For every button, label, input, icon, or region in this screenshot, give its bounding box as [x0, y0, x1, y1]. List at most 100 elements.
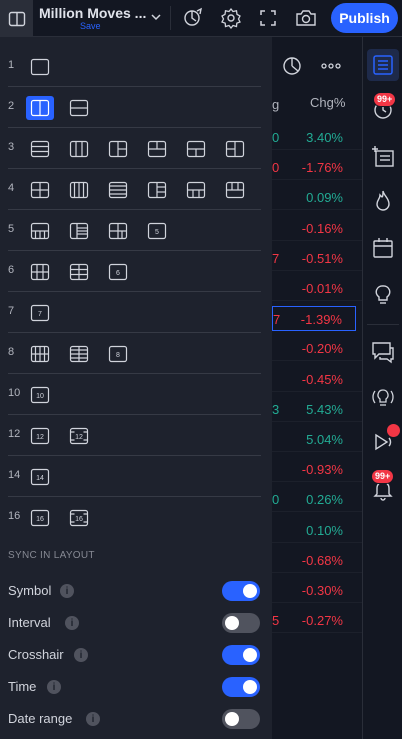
layout-12-b-icon[interactable]: 12	[65, 424, 93, 448]
price-edge: 0	[272, 160, 280, 176]
layout-row-divider	[8, 291, 261, 292]
svg-text:16: 16	[36, 516, 44, 523]
chats-tab[interactable]	[369, 338, 397, 366]
layout-3-rows-icon[interactable]	[26, 137, 54, 161]
info-icon[interactable]: i	[65, 616, 79, 630]
layout-8-numbered-icon[interactable]: 8	[104, 342, 132, 366]
ideas-stream-tab[interactable]	[369, 384, 397, 412]
sidebar-divider	[367, 324, 399, 325]
layout-3-right-icon[interactable]	[221, 137, 249, 161]
layout-6-grid-icon[interactable]	[26, 260, 54, 284]
layout-4-bottom-icon[interactable]	[221, 178, 249, 202]
layout-3-top-icon[interactable]	[143, 137, 171, 161]
watchlist-row[interactable]: 5 -0.27%	[272, 608, 362, 634]
watchlist-row[interactable]: 7 -0.51%	[272, 246, 362, 271]
sync-toggle[interactable]	[222, 677, 260, 697]
sync-toggle[interactable]	[222, 613, 260, 633]
top-toolbar: Million Moves ... Save Publish	[0, 0, 402, 37]
layout-6-numbered-icon[interactable]: 6	[104, 260, 132, 284]
layout-5-numbered-icon[interactable]: 5	[143, 219, 171, 243]
info-icon[interactable]: i	[47, 680, 61, 694]
layout-row-divider	[8, 373, 261, 374]
layout-12-a-icon[interactable]: 12	[26, 424, 54, 448]
watchlist-row[interactable]: 0 0.26%	[272, 487, 362, 513]
watchlist-row[interactable]: 3 5.43%	[272, 397, 362, 422]
info-icon[interactable]: i	[86, 712, 100, 726]
ideas-tab[interactable]	[369, 281, 397, 309]
sync-toggle[interactable]	[222, 581, 260, 601]
fullscreen-button[interactable]	[256, 6, 280, 30]
layout-2-vertical-icon[interactable]	[26, 96, 54, 120]
layout-4-grid-icon[interactable]	[26, 178, 54, 202]
flame-icon	[376, 190, 390, 211]
settings-button[interactable]	[219, 6, 243, 30]
layout-select-button[interactable]	[0, 0, 33, 37]
layout-16-a-icon[interactable]: 16	[26, 506, 54, 530]
streams-tab[interactable]	[369, 428, 397, 456]
sync-row: Time i	[0, 672, 272, 702]
info-icon[interactable]: i	[60, 584, 74, 598]
layout-count-label: 2	[8, 100, 15, 112]
layout-5-a-icon[interactable]	[26, 219, 54, 243]
layout-10-numbered-icon[interactable]: 10	[26, 383, 54, 407]
more-options-button[interactable]	[319, 54, 343, 78]
layout-3-bottom-icon[interactable]	[182, 137, 210, 161]
layout-7-numbered-icon[interactable]: 7	[26, 301, 54, 325]
layout-3-left-icon[interactable]	[104, 137, 132, 161]
info-icon[interactable]: i	[74, 648, 88, 662]
layout-4-top-icon[interactable]	[182, 178, 210, 202]
layout-count-label: 7	[8, 305, 15, 317]
pie-chart-button[interactable]	[280, 54, 304, 78]
watchlist-row[interactable]: 5.04%	[272, 427, 362, 452]
sync-toggle[interactable]	[222, 645, 260, 665]
watchlist-row[interactable]: 0.10%	[272, 518, 362, 543]
layout-8-grid-icon[interactable]	[26, 342, 54, 366]
svg-text:16: 16	[75, 516, 83, 523]
watchlist-row[interactable]: 7 -1.39%	[272, 306, 356, 332]
watchlist-row[interactable]: -0.45%	[272, 367, 362, 392]
layout-2-horizontal-icon[interactable]	[65, 96, 93, 120]
layout-1-icon[interactable]	[26, 55, 54, 79]
news-tab[interactable]	[369, 143, 397, 171]
calendar-tab[interactable]	[369, 234, 397, 262]
layout-5-c-icon[interactable]	[104, 219, 132, 243]
layout-3-cols-icon[interactable]	[65, 137, 93, 161]
save-link[interactable]: Save	[80, 21, 101, 31]
layout-count-label: 12	[8, 428, 21, 440]
watchlist-row[interactable]: 0.09%	[272, 185, 362, 211]
layout-6-rows-icon[interactable]	[65, 260, 93, 284]
layout-4-cols-icon[interactable]	[65, 178, 93, 202]
change-percent: 3.40%	[306, 130, 343, 145]
watchlist-row[interactable]: 0 3.40%	[272, 125, 362, 150]
layout-4-rows-icon[interactable]	[104, 178, 132, 202]
layout-4-left-icon[interactable]	[143, 178, 171, 202]
watchlist-row[interactable]: -0.93%	[272, 457, 362, 483]
chg-column-header[interactable]: Chg%	[310, 95, 346, 110]
watchlist-row[interactable]: -0.16%	[272, 216, 362, 241]
sync-label: Symbol	[8, 583, 52, 598]
layout-row-divider	[8, 496, 261, 497]
watchlist-row[interactable]: -0.01%	[272, 276, 362, 301]
watchlist-row[interactable]: -0.20%	[272, 336, 362, 362]
change-percent: -0.16%	[301, 220, 343, 236]
layout-title[interactable]: Million Moves ...	[39, 5, 147, 21]
layout-row-16: 16 16 16	[0, 497, 272, 538]
price-edge: 7	[272, 250, 280, 266]
layout-16-b-icon[interactable]: 16	[65, 506, 93, 530]
svg-text:10: 10	[36, 393, 44, 400]
snapshot-button[interactable]	[294, 6, 318, 30]
chevron-down-icon[interactable]	[149, 10, 163, 24]
layout-count-label: 6	[8, 264, 15, 276]
watchlist-row[interactable]: -0.68%	[272, 548, 362, 573]
layout-14-numbered-icon[interactable]: 14	[26, 465, 54, 489]
layout-8-rows-icon[interactable]	[65, 342, 93, 366]
publish-button[interactable]: Publish	[331, 3, 398, 33]
lightbulb-icon	[375, 285, 391, 304]
watchlist-tab[interactable]	[367, 49, 399, 81]
watchlist-row[interactable]: -0.30%	[272, 578, 362, 603]
replay-button[interactable]	[181, 6, 205, 30]
sync-toggle[interactable]	[222, 709, 260, 729]
watchlist-row[interactable]: 0 -1.76%	[272, 155, 362, 181]
layout-5-b-icon[interactable]	[65, 219, 93, 243]
hotlists-tab[interactable]	[369, 187, 397, 215]
